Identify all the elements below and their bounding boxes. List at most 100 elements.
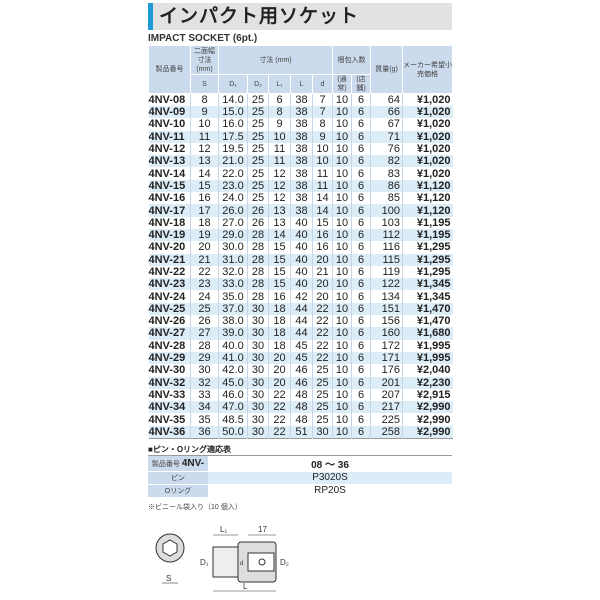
table-row: 4NV-30 30 42.0 30 20 46 25 10 6 176 ¥2,040 — [149, 364, 453, 377]
table-cell: 30 — [312, 425, 333, 439]
table-cell: 17.5 — [218, 130, 248, 143]
header-d1: D₁ — [218, 74, 248, 94]
table-cell: 26 — [190, 315, 219, 328]
table-cell: ¥1,345 — [402, 278, 453, 291]
table-cell: 47.0 — [218, 401, 248, 414]
table-cell: 10 — [332, 425, 352, 439]
table-cell: 6 — [351, 388, 371, 402]
table-cell: 10 — [332, 241, 352, 254]
table-cell: 4NV-14 — [148, 167, 186, 180]
table-cell: 10 — [332, 413, 352, 426]
table-cell: 4NV-24 — [148, 290, 186, 303]
table-cell: 22 — [312, 302, 333, 316]
table-cell: 41.0 — [218, 351, 248, 365]
table-cell: 86 — [370, 179, 403, 193]
table-cell: ¥1,470 — [402, 302, 453, 316]
table-cell: ¥1,120 — [402, 192, 453, 205]
table-cell: 22.0 — [218, 167, 248, 180]
table-cell: 103 — [370, 216, 403, 229]
table-cell: 6 — [351, 364, 371, 377]
table-cell: 12 — [190, 142, 219, 156]
table-cell: 22 — [268, 401, 291, 414]
table-cell: 10 — [332, 265, 352, 279]
table-cell: ¥1,120 — [402, 204, 453, 217]
label-17: 17 — [258, 525, 267, 534]
table-cell: 30 — [247, 413, 269, 426]
table-cell: 30 — [247, 351, 269, 365]
table-cell: 20 — [190, 241, 219, 254]
table-cell: 24.0 — [218, 192, 248, 205]
table-cell: 6 — [351, 413, 371, 426]
header-pack-normal: (通常) — [332, 74, 352, 94]
table-cell: 16 — [312, 228, 333, 242]
table-cell: 6 — [351, 130, 371, 143]
table-cell: 4NV-13 — [148, 155, 191, 168]
table-cell: 44 — [290, 302, 313, 316]
table-cell: ¥1,995 — [402, 351, 453, 365]
header-product: 製品番号 — [148, 45, 191, 94]
table-cell: 25 — [247, 93, 269, 106]
socket-body-left — [212, 546, 239, 578]
table-cell: 10 — [332, 179, 352, 193]
table-cell: 22 — [268, 388, 291, 402]
table-cell: 30.0 — [218, 241, 248, 254]
table-cell: 6 — [351, 278, 371, 291]
table-cell: 40.0 — [218, 339, 248, 352]
table-row: 4NV-13 13 21.0 25 11 38 10 10 6 82 ¥1,020 — [148, 155, 453, 168]
table-cell: 29.0 — [218, 228, 248, 242]
table-cell: 30 — [247, 425, 269, 439]
table-cell: 83 — [370, 167, 403, 180]
table-row: 4NV-36 36 50.0 30 22 51 30 10 6 258 ¥2,990 — [148, 425, 453, 439]
table-cell: 6 — [351, 167, 371, 180]
table-cell: 4NV-12 — [148, 143, 186, 156]
table-row: 4NV-23 23 33.0 28 15 40 20 10 6 122 ¥1,345 — [148, 278, 453, 291]
table-cell: 31.0 — [218, 253, 248, 266]
table-cell: 26 — [247, 216, 269, 229]
table-cell: 30 — [247, 401, 269, 414]
table-cell: 25 — [312, 364, 333, 377]
table-cell: 10 — [332, 93, 352, 106]
header-weight: 質量(g) — [370, 45, 403, 94]
table-cell: 22 — [190, 265, 219, 279]
label-d: d — [240, 561, 243, 567]
table-cell: ¥1,345 — [402, 290, 453, 303]
table-cell: 22 — [312, 315, 333, 328]
table-cell: 6 — [351, 179, 371, 193]
table-row: 4NV-24 24 35.0 28 16 42 20 10 6 134 ¥1,345 — [148, 290, 453, 303]
table-cell: 6 — [351, 142, 371, 156]
table-cell: 29 — [190, 351, 219, 365]
table-cell: 20 — [312, 278, 333, 291]
table-cell: 156 — [370, 315, 403, 328]
table-cell: 20 — [268, 364, 291, 377]
table-cell: 25 — [247, 167, 269, 180]
table-cell: 36 — [190, 425, 219, 439]
table-cell: 10 — [312, 155, 333, 168]
table-cell: 28 — [247, 241, 269, 254]
label-s: S — [166, 574, 171, 583]
table-cell: 30 — [247, 364, 269, 377]
table-cell: 25 — [247, 130, 269, 143]
table-cell: 25 — [247, 106, 269, 119]
table-cell: 10 — [332, 130, 352, 143]
table-cell: 10 — [332, 339, 352, 352]
table-row: 4NV-17 17 26.0 26 13 38 14 10 6 100 ¥1,120 — [148, 204, 453, 217]
table-cell: ¥1,020 — [402, 167, 453, 180]
table-cell: 85 — [370, 192, 403, 205]
table-cell: 51 — [290, 425, 313, 439]
header-l: L — [290, 74, 313, 94]
table-cell: ¥1,020 — [402, 106, 453, 119]
label-d2: D₂ — [280, 558, 289, 567]
table-cell: 25 — [247, 155, 269, 168]
table-cell: ¥1,020 — [402, 155, 453, 168]
table-cell: 33 — [190, 388, 219, 402]
table-cell: ¥2,990 — [402, 425, 453, 439]
table-cell: 22 — [312, 351, 333, 365]
table-cell: 11 — [190, 130, 219, 143]
table-row: 4NV-25 25 37.0 30 18 44 22 10 6 151 ¥1,470 — [148, 302, 453, 316]
table-cell: 28 — [247, 278, 269, 291]
table-cell: 37.0 — [218, 302, 248, 316]
table-cell: 30 — [247, 376, 269, 389]
table-cell: 6 — [268, 93, 291, 106]
table-cell: 46 — [290, 376, 313, 389]
table-cell: 15 — [268, 265, 291, 279]
